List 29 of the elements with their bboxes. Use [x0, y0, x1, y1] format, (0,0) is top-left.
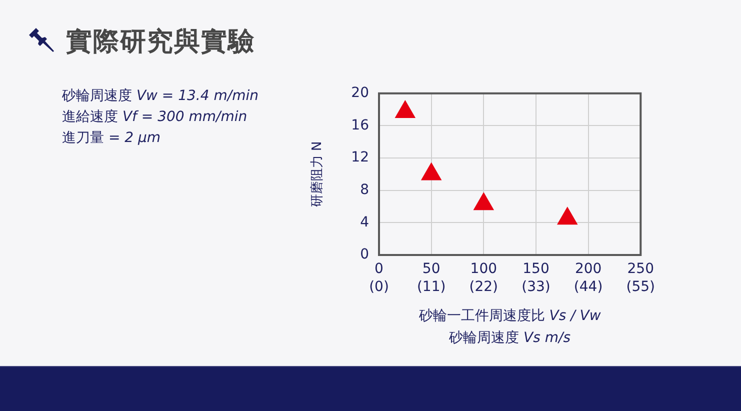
y-tick-label: 0: [360, 246, 369, 263]
text: 實際研究與實驗: [66, 26, 255, 59]
text: 砂輪周速度 Vw = 13.4 m/min: [62, 88, 258, 104]
x2-tick-label: (33): [522, 279, 550, 296]
x-tick-label: 0: [374, 261, 384, 278]
y-tick-label: 16: [351, 117, 370, 134]
x2-tick-label: (55): [626, 279, 656, 296]
y-axis-title: 研磨阻力 N: [310, 141, 326, 208]
y-tick-label: 8: [360, 182, 369, 198]
x-tick-label: 100: [470, 261, 498, 278]
point: [556, 206, 578, 225]
x-tick-label: 200: [574, 261, 602, 278]
point: [473, 192, 494, 210]
x-tick-label: 50: [422, 261, 440, 278]
text: 進給速度 Vf = 300 mm/min: [62, 109, 248, 125]
text: 進刀量 = 2 μm: [62, 130, 161, 146]
y-tick-label: 4: [360, 214, 370, 230]
point: [420, 162, 442, 180]
y-tick-label: 12: [351, 150, 369, 166]
point: [394, 100, 416, 118]
x2-axis-title: 砂輪周速度 Vs m/s: [449, 330, 571, 346]
x2-tick-label: (44): [574, 279, 603, 296]
x2-tick-label: (11): [416, 279, 446, 296]
x-tick-label: 250: [627, 261, 654, 278]
x2-tick-label: (22): [469, 279, 498, 296]
y-tick-label: 20: [351, 85, 369, 102]
x-axis-title: 砂輪一工件周速度比 Vs / Vw: [418, 308, 601, 324]
x-tick-label: 150: [522, 261, 550, 278]
x2-tick-label: (0): [369, 279, 389, 296]
